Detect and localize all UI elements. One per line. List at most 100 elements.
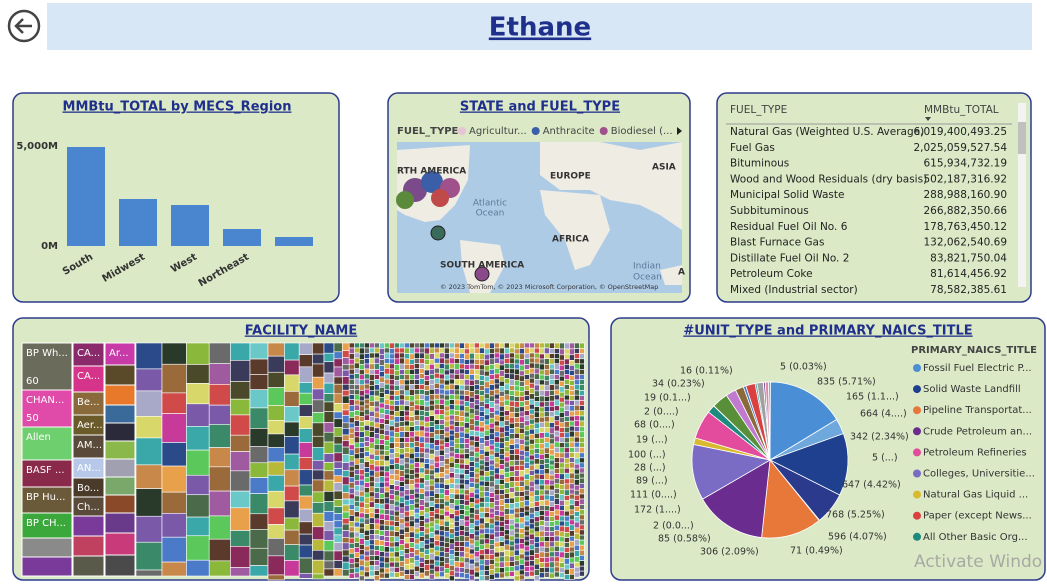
- treemap-tile[interactable]: [524, 463, 529, 469]
- legend-label[interactable]: Crude Petroleum an...: [923, 426, 1032, 437]
- treemap-tile[interactable]: [524, 556, 529, 561]
- treemap-tile[interactable]: [509, 412, 514, 417]
- treemap-tile[interactable]: [554, 572, 559, 577]
- treemap-tile[interactable]: [554, 479, 559, 484]
- treemap-tile[interactable]: [354, 532, 359, 537]
- treemap-tile[interactable]: [342, 364, 349, 370]
- treemap-tile[interactable]: [334, 476, 342, 483]
- treemap-tile[interactable]: [359, 508, 364, 513]
- treemap-tile[interactable]: [499, 376, 504, 381]
- treemap-tile[interactable]: [454, 448, 459, 453]
- treemap-tile[interactable]: [489, 498, 494, 503]
- treemap-tile[interactable]: [579, 447, 584, 452]
- treemap-tile[interactable]: [334, 367, 342, 377]
- treemap-tile[interactable]: [379, 504, 384, 509]
- treemap-tile[interactable]: [369, 385, 374, 390]
- treemap-tile[interactable]: [434, 530, 439, 535]
- treemap-tile[interactable]: [514, 528, 519, 533]
- treemap-tile[interactable]: [359, 437, 364, 442]
- treemap-tile[interactable]: [364, 379, 369, 384]
- treemap-tile[interactable]: [409, 558, 414, 564]
- treemap-tile[interactable]: [544, 386, 549, 391]
- treemap-tile[interactable]: [569, 431, 574, 437]
- treemap-tile[interactable]: [534, 543, 539, 548]
- treemap-tile[interactable]: [479, 545, 484, 550]
- treemap-tile[interactable]: [349, 532, 354, 538]
- treemap-tile[interactable]: [444, 359, 449, 364]
- treemap-tile[interactable]: [312, 527, 324, 540]
- treemap-tile[interactable]: [434, 348, 439, 353]
- treemap-tile[interactable]: [504, 368, 509, 373]
- treemap-tile[interactable]: [549, 532, 554, 537]
- treemap-tile[interactable]: [409, 553, 414, 558]
- treemap-tile[interactable]: [514, 417, 519, 422]
- treemap-tile[interactable]: [539, 407, 544, 412]
- treemap-tile[interactable]: [519, 492, 524, 497]
- treemap-tile[interactable]: [384, 409, 389, 414]
- treemap-tile[interactable]: [444, 531, 449, 537]
- treemap-tile[interactable]: [529, 419, 534, 424]
- treemap-tile[interactable]: [564, 427, 569, 433]
- treemap-tile[interactable]: [534, 438, 539, 443]
- treemap-tile[interactable]: [162, 393, 186, 414]
- treemap-tile[interactable]: [419, 364, 424, 369]
- treemap-tile[interactable]: [424, 475, 429, 481]
- treemap-tile[interactable]: [564, 458, 569, 463]
- treemap-tile[interactable]: [549, 470, 554, 475]
- legend-label[interactable]: All Other Basic Org...: [923, 532, 1028, 543]
- treemap-tile[interactable]: [409, 569, 414, 574]
- treemap-tile[interactable]: [574, 522, 579, 528]
- treemap-tile[interactable]: [434, 363, 439, 368]
- treemap-tile[interactable]: [454, 531, 459, 536]
- treemap-tile[interactable]: [439, 399, 444, 405]
- bar[interactable]: [275, 237, 313, 246]
- treemap-tile[interactable]: [389, 500, 394, 505]
- treemap-tile[interactable]: [444, 421, 449, 427]
- treemap-tile[interactable]: [419, 384, 424, 389]
- treemap-tile[interactable]: [312, 413, 324, 423]
- treemap-tile[interactable]: [439, 456, 444, 462]
- treemap-tile[interactable]: [374, 353, 379, 358]
- treemap-tile[interactable]: [404, 343, 409, 348]
- treemap-tile[interactable]: [284, 501, 299, 518]
- treemap-tile[interactable]: [509, 461, 514, 466]
- treemap-tile[interactable]: [529, 404, 534, 409]
- treemap-tile[interactable]: [529, 455, 534, 460]
- treemap-tile[interactable]: [529, 497, 534, 502]
- treemap-tile[interactable]: [489, 518, 494, 524]
- treemap-tile[interactable]: [439, 520, 444, 526]
- treemap-tile[interactable]: [529, 529, 534, 534]
- treemap-tile[interactable]: [359, 375, 364, 380]
- treemap-tile[interactable]: [389, 426, 394, 431]
- treemap-tile[interactable]: [394, 522, 399, 527]
- treemap-tile[interactable]: [429, 354, 434, 360]
- treemap-tile[interactable]: [434, 404, 439, 409]
- treemap-tile[interactable]: [579, 540, 584, 545]
- treemap-tile[interactable]: [559, 443, 564, 448]
- treemap-tile[interactable]: [384, 482, 389, 487]
- treemap-tile[interactable]: [379, 494, 384, 499]
- treemap-tile[interactable]: [554, 525, 559, 530]
- treemap-tile[interactable]: [434, 488, 439, 493]
- treemap-tile[interactable]: [374, 375, 379, 380]
- treemap-tile[interactable]: [439, 461, 444, 466]
- treemap-tile[interactable]: [534, 522, 539, 527]
- treemap-tile[interactable]: [479, 401, 484, 406]
- treemap-tile[interactable]: [499, 573, 504, 578]
- treemap-tile[interactable]: [534, 558, 539, 564]
- treemap-tile[interactable]: [384, 358, 389, 363]
- treemap-tile[interactable]: [479, 375, 484, 380]
- treemap-tile[interactable]: [574, 385, 579, 390]
- treemap-tile[interactable]: [469, 425, 474, 431]
- treemap-tile[interactable]: [519, 487, 524, 492]
- treemap-tile[interactable]: [429, 454, 434, 459]
- treemap-tile[interactable]: [514, 386, 519, 391]
- treemap-tile[interactable]: [574, 354, 579, 359]
- treemap-tile[interactable]: [559, 376, 564, 381]
- treemap-tile[interactable]: [564, 354, 569, 359]
- treemap-tile[interactable]: [404, 549, 409, 554]
- treemap-tile[interactable]: [136, 516, 162, 542]
- treemap-tile[interactable]: [479, 524, 484, 529]
- treemap-tile[interactable]: [514, 518, 519, 523]
- treemap-tile[interactable]: [544, 567, 549, 572]
